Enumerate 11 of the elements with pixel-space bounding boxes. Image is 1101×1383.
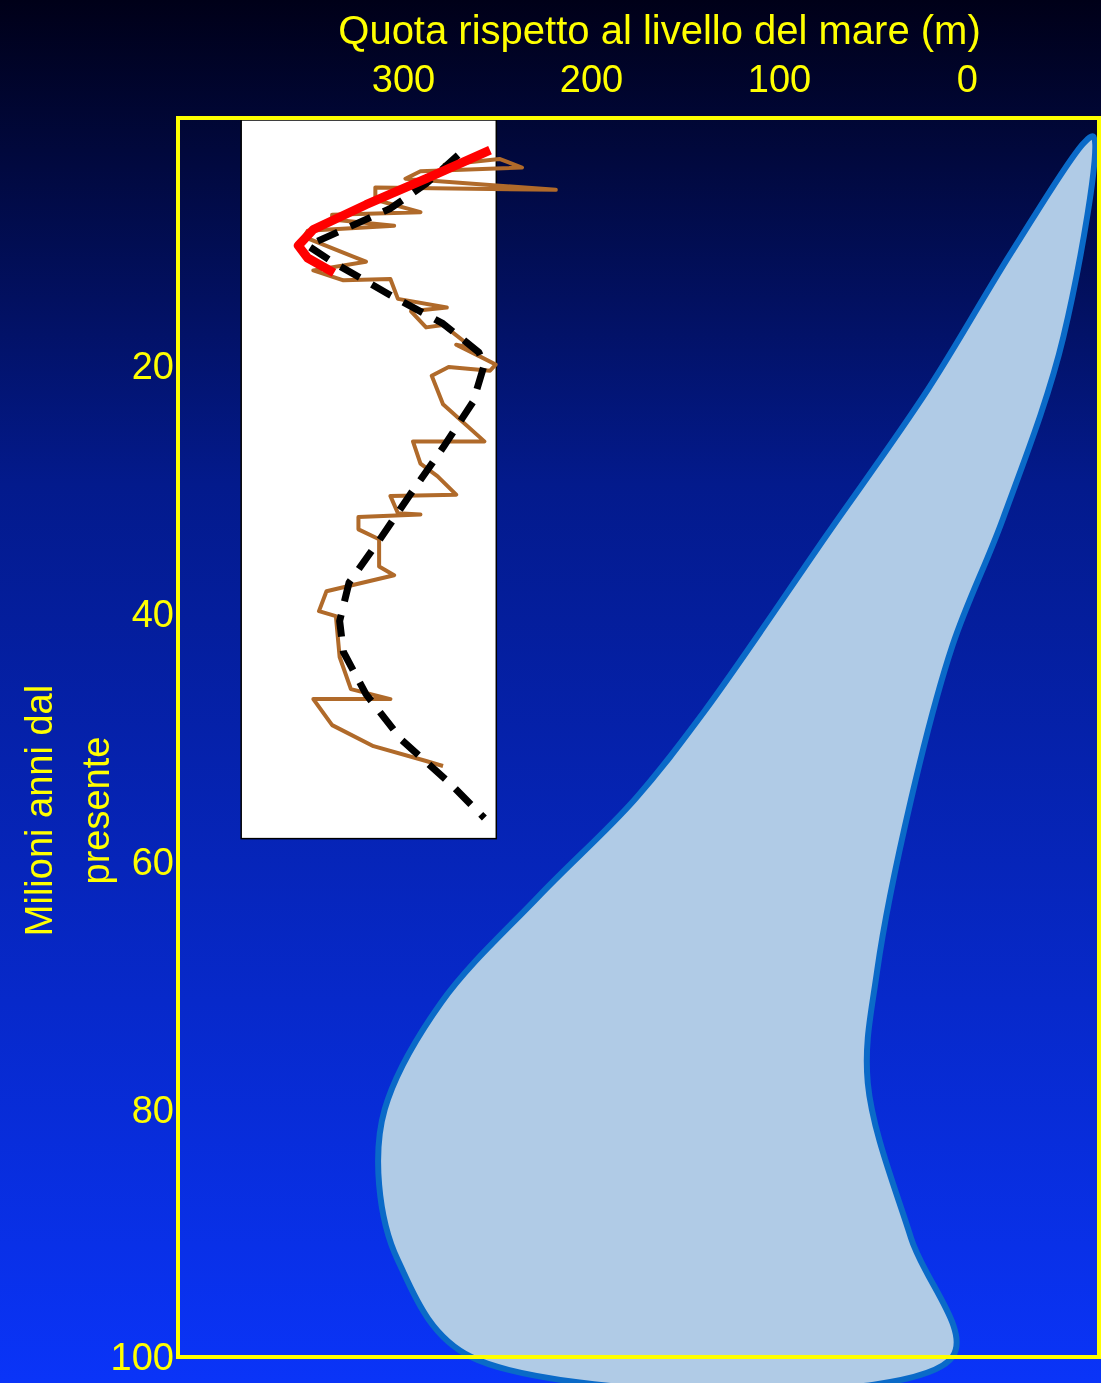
y-tick-label: 80	[131, 1088, 174, 1131]
y-axis-title: Milioni anni dal presente	[18, 684, 118, 937]
x-tick-label: 200	[559, 58, 624, 100]
y-tick-label: 20	[131, 345, 174, 388]
x-axis-title: Quota rispetto al livello del mare (m)	[338, 8, 981, 52]
x-tick-label: 100	[747, 58, 812, 100]
x-tick-label: 0	[956, 58, 978, 100]
x-tick-label: 300	[371, 58, 436, 100]
y-tick-label: 60	[131, 840, 174, 883]
y-tick-label: 100	[110, 1336, 174, 1379]
y-tick-label: 40	[131, 592, 174, 635]
